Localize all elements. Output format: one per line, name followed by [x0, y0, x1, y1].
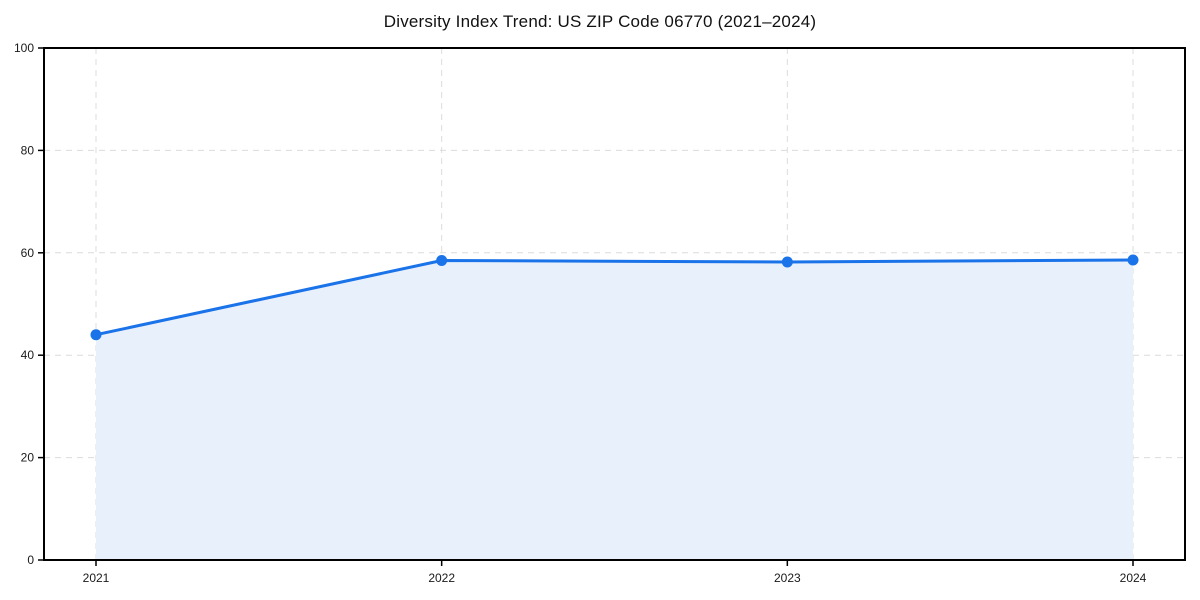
chart-title: Diversity Index Trend: US ZIP Code 06770… — [383, 12, 817, 31]
y-tick-label: 20 — [21, 451, 35, 465]
y-tick-label: 100 — [14, 41, 34, 55]
y-tick-label: 40 — [21, 348, 35, 362]
data-point — [781, 256, 793, 268]
plot-frame — [43, 47, 1186, 561]
x-tick-label: 2021 — [83, 571, 110, 585]
y-tick-label: 80 — [21, 143, 35, 157]
trend-line — [94, 258, 1135, 337]
x-tick-label: 2024 — [1120, 571, 1147, 585]
data-point — [90, 329, 102, 341]
area-fill — [96, 259, 1133, 560]
y-tick-label: 0 — [27, 553, 34, 567]
data-point — [1127, 254, 1139, 266]
x-tick-label: 2022 — [428, 571, 455, 585]
y-tick-label: 60 — [21, 246, 35, 260]
x-tick-label: 2023 — [774, 571, 801, 585]
data-point — [436, 254, 448, 266]
